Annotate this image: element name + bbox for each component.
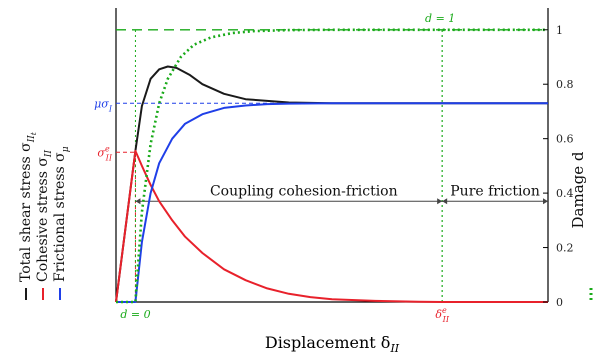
x-annotation-1: δe II (435, 306, 450, 324)
right-axis-label: Damage d (569, 151, 593, 300)
right-axis-ticks: 0 0.2 0.4 0.6 0.8 1 (543, 24, 574, 309)
region-label-1: Pure friction (450, 183, 540, 199)
region-arrowhead-start-0 (135, 198, 141, 205)
top-annotation-d1: d = 1 (425, 12, 455, 25)
series-line-frictional-stress (116, 102, 548, 303)
region-arrowhead-end-0 (437, 198, 443, 205)
right-tick-label-1: 0.2 (556, 242, 574, 255)
x-axis-label: Displacement δII (265, 333, 400, 355)
region-annotations: Coupling cohesion-friction Pure friction (135, 183, 548, 205)
right-tick-label-5: 1 (556, 24, 563, 37)
series-lines (115, 28, 548, 304)
right-axis-title: Damage d (569, 151, 587, 228)
left-annotation-1: σe II (97, 144, 112, 162)
right-tick-label-2: 0.4 (556, 187, 574, 200)
region-arrowhead-end-1 (543, 198, 548, 205)
series-line-cohesive-stress (115, 149, 548, 303)
legend-label-1: Cohesive stress σII (35, 150, 54, 282)
left-annotation-0: μσI (94, 97, 113, 113)
region-arrowhead-start-1 (442, 198, 448, 205)
legend-label-0: Total shear stress σIIt (18, 132, 38, 282)
x-annotation-0: d = 0 (120, 308, 150, 321)
right-tick-label-0: 0 (556, 296, 563, 309)
region-label-0: Coupling cohesion-friction (210, 183, 398, 199)
right-tick-label-3: 0.6 (556, 133, 574, 146)
legend-label-2: Frictional stress σμ (52, 146, 71, 282)
axis-annotations: μσI σe II d = 0 δe II d = 1 (94, 12, 455, 324)
right-tick-label-4: 0.8 (556, 78, 574, 91)
